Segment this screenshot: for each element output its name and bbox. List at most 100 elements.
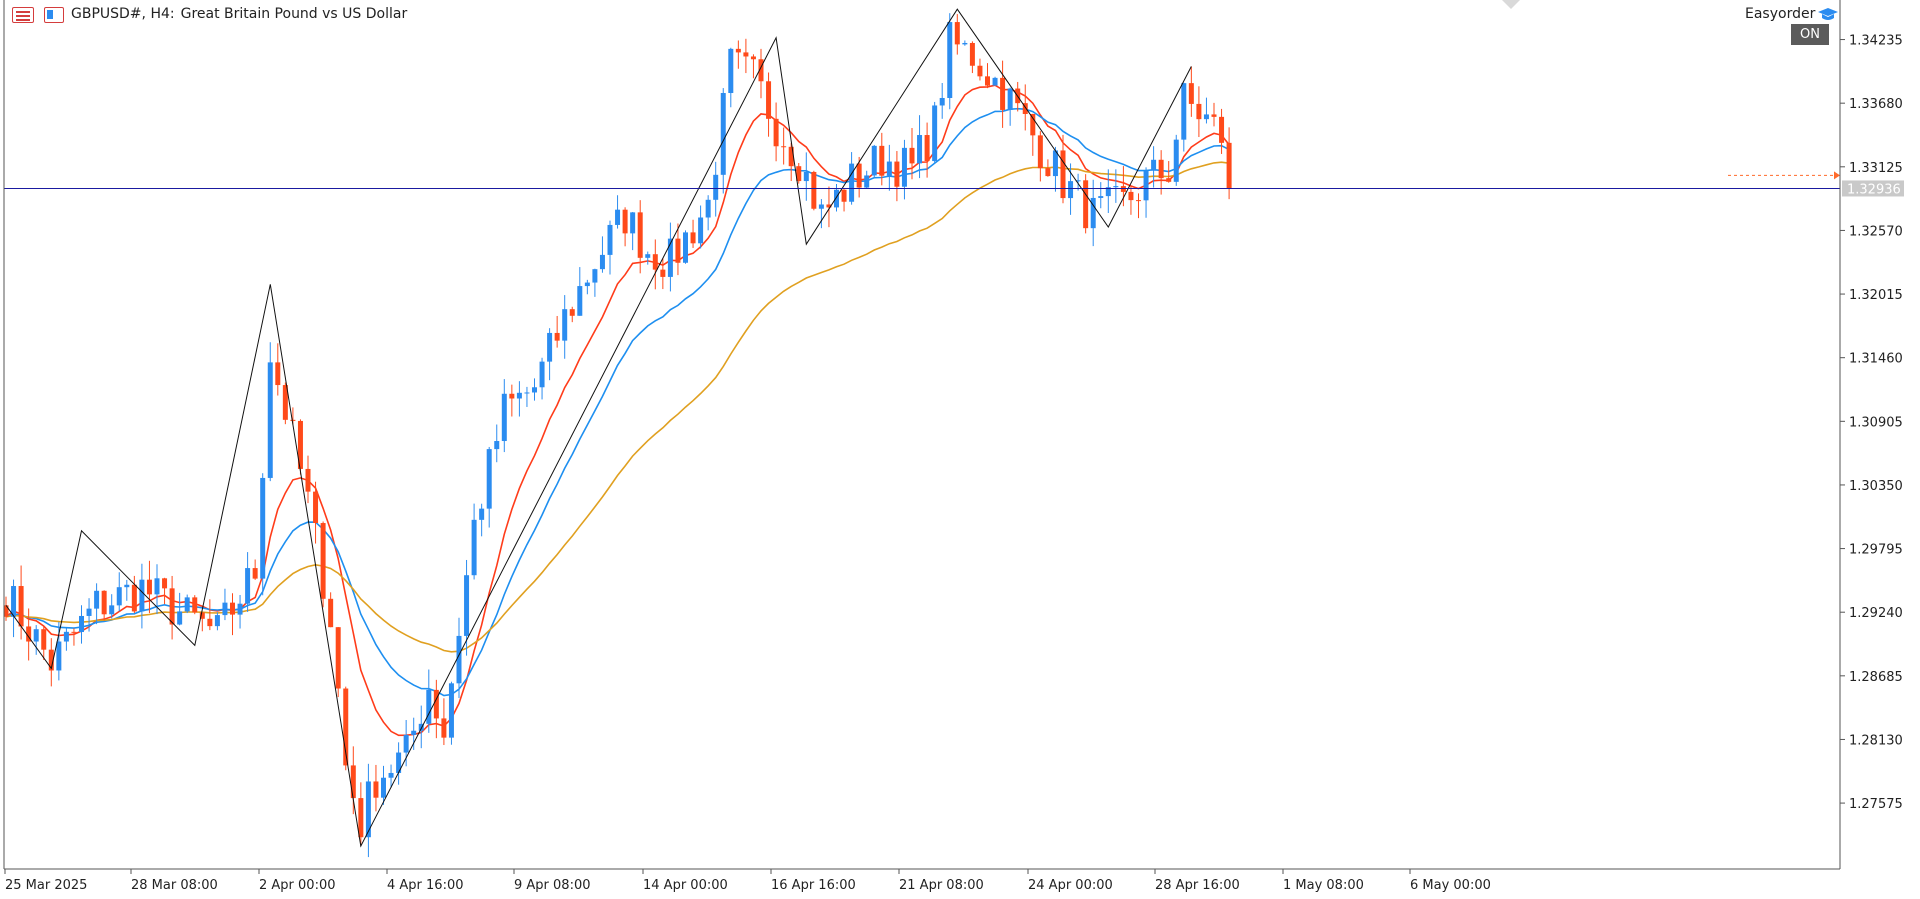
candle[interactable]: [358, 782, 364, 847]
candle[interactable]: [901, 139, 907, 200]
candle[interactable]: [547, 328, 553, 381]
candle[interactable]: [803, 152, 809, 201]
candle[interactable]: [1113, 169, 1119, 203]
candle[interactable]: [230, 593, 235, 636]
candle[interactable]: [79, 605, 84, 644]
candle[interactable]: [305, 455, 311, 504]
candle[interactable]: [1196, 86, 1202, 138]
candle[interactable]: [260, 473, 266, 596]
candle[interactable]: [849, 152, 855, 205]
candle[interactable]: [516, 381, 522, 417]
candle[interactable]: [1219, 108, 1225, 154]
candle[interactable]: [1060, 134, 1066, 204]
candle[interactable]: [245, 552, 251, 612]
candle[interactable]: [1007, 87, 1013, 126]
expert-status-badge[interactable]: ON: [1791, 24, 1829, 45]
candle[interactable]: [781, 127, 787, 165]
candle[interactable]: [811, 170, 817, 211]
candle[interactable]: [924, 122, 930, 178]
candle[interactable]: [146, 560, 152, 614]
candle[interactable]: [1052, 146, 1058, 192]
candle[interactable]: [1120, 166, 1126, 207]
candle[interactable]: [932, 101, 938, 163]
candle[interactable]: [562, 295, 568, 359]
candle[interactable]: [1037, 131, 1043, 182]
candle[interactable]: [841, 189, 847, 212]
candle[interactable]: [985, 63, 990, 89]
candle[interactable]: [622, 207, 628, 247]
candle[interactable]: [1211, 102, 1217, 127]
candle[interactable]: [773, 102, 779, 162]
candle[interactable]: [101, 590, 107, 621]
candle[interactable]: [962, 40, 968, 46]
candle[interactable]: [124, 579, 130, 601]
candle[interactable]: [33, 625, 39, 655]
scroll-marker[interactable]: [1502, 0, 1520, 9]
candle[interactable]: [11, 579, 17, 638]
candle[interactable]: [116, 572, 122, 612]
candle[interactable]: [705, 195, 711, 231]
graduation-cap-icon[interactable]: [1817, 7, 1839, 23]
candle[interactable]: [199, 612, 205, 632]
candle[interactable]: [909, 127, 915, 180]
candle[interactable]: [1166, 161, 1172, 183]
candle[interactable]: [818, 199, 824, 229]
candle[interactable]: [584, 279, 590, 295]
candle[interactable]: [275, 343, 281, 396]
candle[interactable]: [456, 617, 462, 698]
candle[interactable]: [237, 594, 243, 629]
candle[interactable]: [328, 592, 334, 628]
candle[interactable]: [939, 82, 945, 119]
candle[interactable]: [524, 386, 530, 407]
candle[interactable]: [365, 763, 371, 858]
candle[interactable]: [766, 72, 772, 137]
candle[interactable]: [396, 742, 402, 785]
candle[interactable]: [1030, 113, 1036, 156]
candle[interactable]: [607, 220, 613, 275]
candle[interactable]: [252, 559, 258, 580]
candle[interactable]: [735, 40, 741, 69]
candle[interactable]: [313, 481, 319, 544]
candle[interactable]: [184, 594, 190, 614]
candle[interactable]: [267, 342, 273, 482]
candle[interactable]: [1151, 146, 1157, 188]
candle[interactable]: [1158, 150, 1164, 195]
candle[interactable]: [448, 681, 454, 745]
candle[interactable]: [1000, 60, 1006, 128]
candle[interactable]: [207, 599, 213, 631]
candle[interactable]: [615, 195, 621, 229]
candle[interactable]: [577, 267, 583, 316]
candle[interactable]: [713, 161, 719, 217]
candle[interactable]: [177, 592, 183, 626]
candle[interactable]: [796, 162, 802, 184]
candle[interactable]: [826, 186, 832, 228]
candle[interactable]: [471, 503, 477, 580]
candle[interactable]: [1083, 174, 1089, 234]
candle[interactable]: [3, 596, 9, 621]
candle[interactable]: [1143, 167, 1149, 218]
candle[interactable]: [162, 577, 168, 605]
candle[interactable]: [977, 58, 983, 81]
candle[interactable]: [509, 384, 515, 417]
chart-type-icon[interactable]: [44, 7, 64, 23]
candle[interactable]: [652, 239, 658, 290]
candle[interactable]: [426, 669, 432, 733]
candle[interactable]: [917, 115, 923, 179]
candle[interactable]: [1188, 66, 1194, 117]
candle[interactable]: [1045, 159, 1051, 177]
candle[interactable]: [788, 142, 794, 182]
candle[interactable]: [871, 144, 877, 178]
candle[interactable]: [856, 156, 862, 198]
candle[interactable]: [373, 764, 379, 812]
candle[interactable]: [630, 212, 636, 251]
candles[interactable]: [3, 13, 1232, 858]
candle[interactable]: [864, 170, 870, 189]
candle[interactable]: [1181, 82, 1187, 152]
candle[interactable]: [592, 268, 598, 297]
candle[interactable]: [637, 200, 643, 274]
candle[interactable]: [758, 48, 764, 99]
menu-icon[interactable]: [12, 7, 34, 23]
candle[interactable]: [1098, 182, 1104, 209]
candle[interactable]: [214, 612, 220, 631]
